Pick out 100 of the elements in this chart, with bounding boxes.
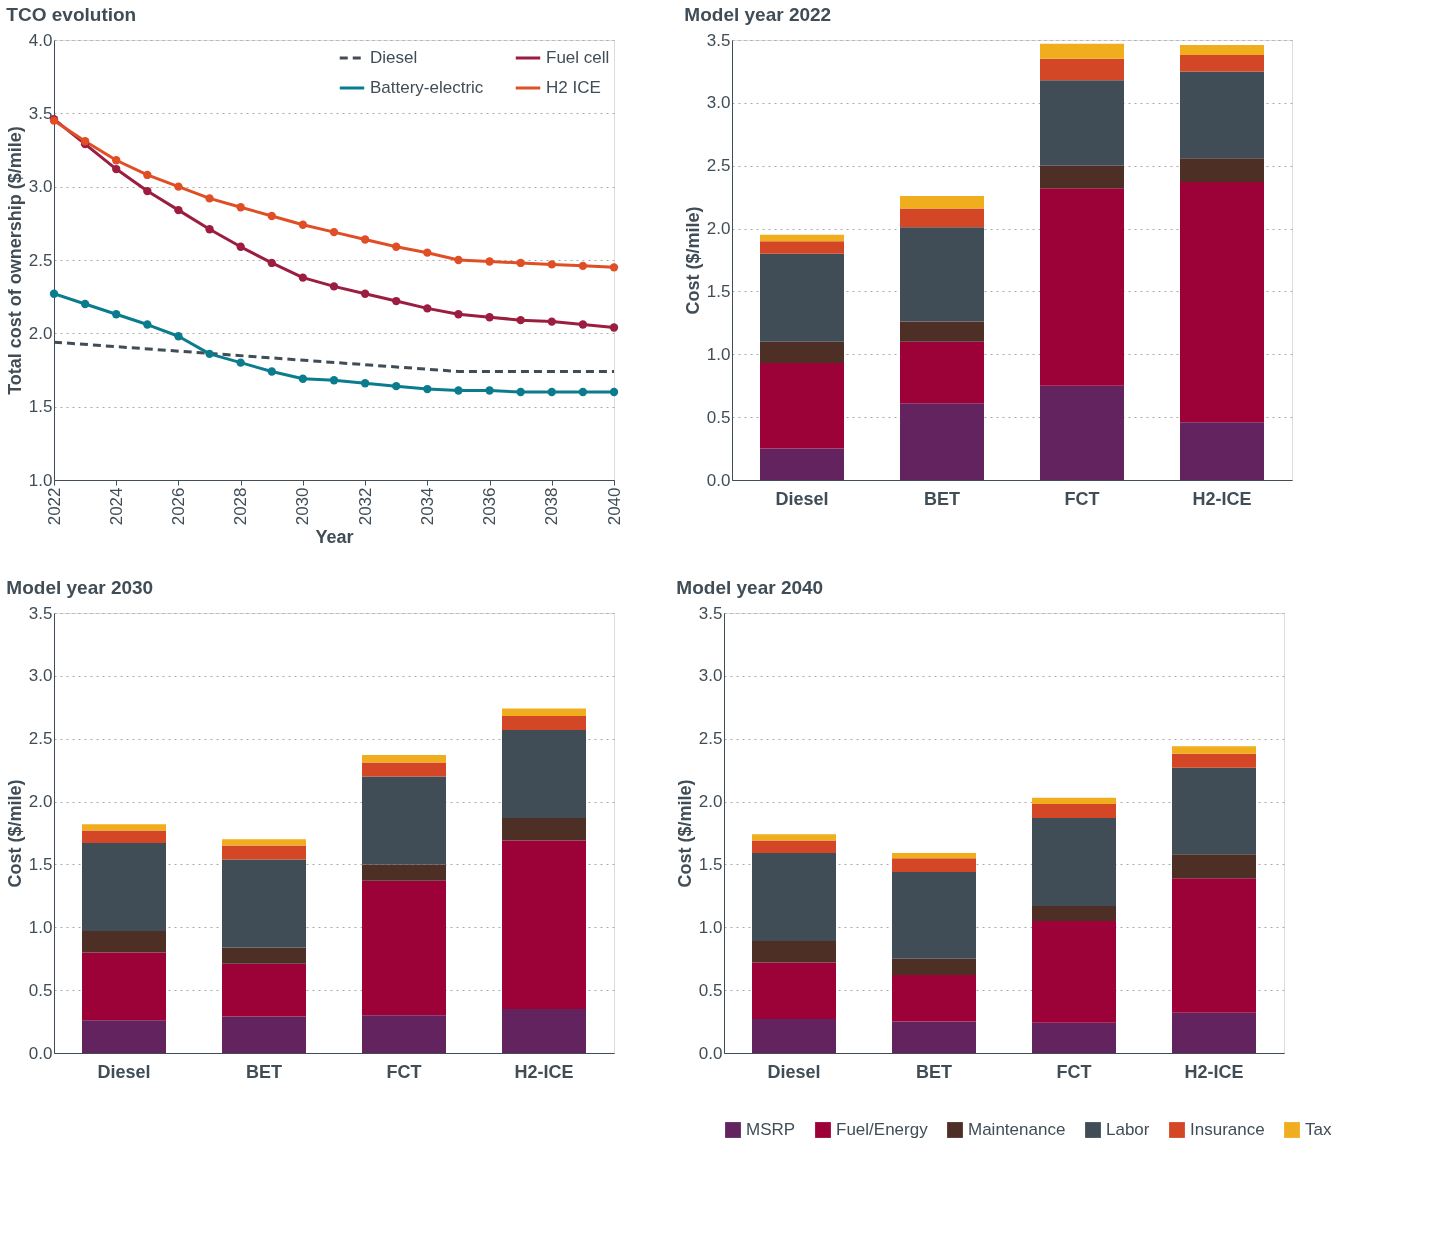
bar [502,716,586,730]
bar [892,958,976,976]
bar [222,845,306,860]
bar [1180,71,1264,159]
legend-label: Tax [1305,1120,1332,1139]
y-tick-label: 3.0 [706,93,731,113]
x-axis-title: Year [315,527,354,548]
point [329,227,339,237]
point [454,255,463,265]
bar [1172,878,1256,1013]
point [267,258,276,268]
bar [1172,854,1256,879]
point [143,320,152,329]
bar [1032,804,1116,818]
bar [82,952,166,1021]
x-tick-label: FCT [1064,488,1100,509]
bar [82,824,166,831]
point [236,358,245,367]
point [547,260,556,269]
y-tick-label: 2.5 [28,250,53,270]
bar [82,931,166,953]
bar [752,840,836,854]
y-tick-label: 1.5 [706,281,731,301]
point [143,170,152,180]
bar [1032,1022,1116,1053]
x-tick-label: H2-ICE [514,1061,574,1082]
point [360,235,370,244]
point [609,263,619,272]
x-tick-label: 2040 [604,487,624,526]
point [547,387,556,397]
point [112,156,121,165]
point [236,203,245,212]
bar [1180,158,1264,183]
x-tick-label: Diesel [97,1061,151,1082]
x-tick-label: H2-ICE [1192,488,1252,509]
bar [1172,1012,1256,1053]
chart-title: Model year 2022 [684,4,832,25]
x-tick-label: H2-ICE [1184,1061,1244,1082]
point [174,182,183,191]
bar [82,843,166,932]
y-tick-label: 2.5 [28,729,53,749]
y-tick-label: 1.5 [698,854,723,874]
bar [752,1019,836,1053]
bar [1180,55,1264,72]
legend-label: Insurance [1190,1120,1265,1139]
bar [362,776,446,865]
y-tick-label: 3.0 [698,666,723,686]
bar [1040,385,1124,480]
bar [1032,817,1116,906]
legend-label: Diesel [370,48,418,67]
point [360,289,370,298]
point [392,381,401,391]
bar [760,448,844,480]
chart-title: Model year 2030 [6,577,154,598]
point [578,387,588,397]
point [267,367,276,376]
x-tick-label: 2022 [44,487,64,526]
y-tick-label: 3.5 [698,603,723,623]
y-tick-label: 3.5 [706,30,731,50]
bar [362,880,446,1016]
point [485,386,494,395]
bar [82,830,166,844]
x-tick-label: 2032 [355,487,375,526]
point [516,315,525,325]
y-tick-label: 3.5 [28,603,53,623]
x-tick-label: FCT [386,1061,422,1082]
x-tick-label: 2030 [293,487,313,526]
y-tick-label: 0.5 [706,407,731,427]
y-axis-title: Total cost of ownership ($/mile) [4,126,25,395]
y-axis-title: Cost ($/mile) [682,206,703,315]
point [516,387,525,397]
y-tick-label: 2.0 [706,219,731,239]
bar [892,1021,976,1053]
y-tick-label: 2.5 [706,156,731,176]
point [143,186,152,196]
x-tick-label: BET [924,488,960,509]
bar [362,762,446,777]
point [298,374,308,383]
x-tick-label: Diesel [775,488,829,509]
y-tick-label: 1.0 [706,344,731,364]
point [329,376,339,385]
bar [900,403,984,480]
bar [1172,767,1256,855]
y-tick-label: 0.0 [28,1043,53,1063]
point [205,194,214,203]
bar [222,839,306,846]
point [423,304,432,313]
bar [760,363,844,449]
point [174,205,183,215]
bar [1040,80,1124,166]
point [360,379,370,388]
bar [760,253,844,342]
point [392,296,401,306]
point [454,386,463,395]
bar [1040,165,1124,189]
point [547,317,556,326]
bar [1180,45,1264,56]
y-tick-label: 2.0 [698,792,723,812]
x-tick-label: 2028 [231,487,251,526]
point [205,349,214,359]
